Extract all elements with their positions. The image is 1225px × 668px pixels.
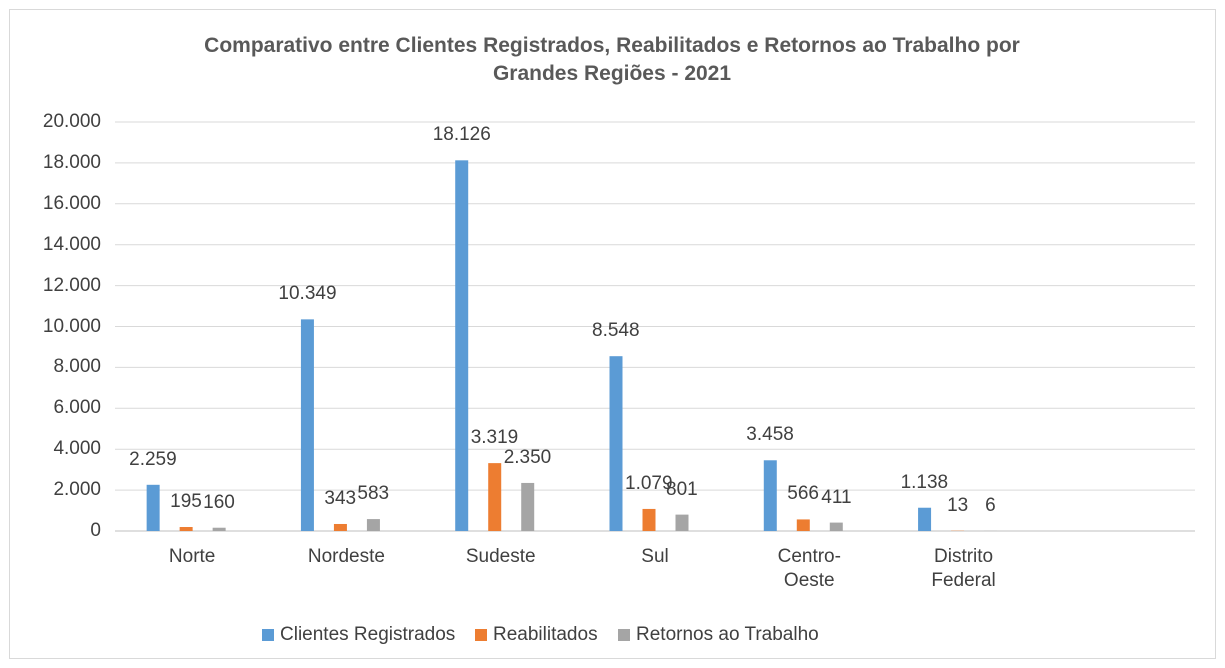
bar	[675, 514, 689, 531]
data-label: 411	[821, 486, 852, 508]
data-label: 801	[666, 478, 698, 500]
data-label: 566	[787, 483, 819, 505]
data-label: 2.350	[503, 446, 552, 468]
bar	[212, 527, 226, 531]
bar	[796, 519, 810, 531]
data-label: 6	[985, 494, 996, 516]
y-tick-label: 4.000	[53, 438, 101, 460]
bar	[146, 484, 160, 531]
x-tick-label: Sul	[641, 546, 669, 567]
bar	[521, 482, 535, 531]
legend-item: Clientes Registrados	[262, 624, 455, 646]
data-label: 343	[324, 487, 357, 509]
legend-swatch	[475, 629, 487, 641]
bar	[488, 463, 502, 531]
data-label: 18.126	[432, 124, 491, 146]
bar	[763, 460, 777, 531]
data-label: 3.319	[470, 427, 519, 449]
data-label: 3.458	[746, 424, 794, 446]
data-label: 2.259	[129, 448, 177, 470]
legend-item: Retornos ao Trabalho	[618, 624, 819, 646]
data-label: 1.138	[900, 471, 949, 493]
data-label: 13	[947, 494, 969, 516]
bar	[642, 508, 656, 531]
bar	[609, 356, 623, 531]
y-tick-label: 2.000	[53, 479, 101, 501]
data-label: 10.349	[278, 283, 337, 305]
y-tick-label: 20.000	[42, 111, 101, 132]
data-label: 8.548	[592, 320, 640, 342]
x-tick-label: Centro-Oeste	[777, 546, 841, 591]
data-label: 583	[357, 483, 390, 505]
bar	[179, 527, 193, 531]
bar	[333, 523, 347, 531]
y-tick-label: 16.000	[42, 192, 101, 214]
bar	[455, 160, 469, 531]
y-tick-label: 12.000	[42, 274, 101, 296]
y-tick-label: 6.000	[53, 397, 101, 419]
y-tick-label: 0	[90, 520, 101, 541]
x-tick-label: Sudeste	[465, 546, 536, 567]
y-tick-label: 14.000	[42, 233, 101, 255]
x-tick-label: Norte	[168, 546, 216, 567]
bar	[366, 519, 380, 531]
y-tick-label: 10.000	[42, 315, 101, 337]
legend-swatch	[618, 629, 630, 641]
chart-frame	[9, 9, 1216, 659]
legend-label: Reabilitados	[493, 624, 598, 645]
chart-title: Comparativo entre Clientes Registrados, …	[204, 34, 1020, 85]
data-label: 195	[170, 491, 202, 512]
data-label: 1.079	[625, 472, 673, 494]
bar	[300, 319, 314, 531]
legend-item: Reabilitados	[475, 624, 598, 646]
legend-label: Retornos ao Trabalho	[636, 624, 819, 645]
y-tick-label: 18.000	[42, 151, 101, 173]
x-tick-label: Distrito Federal	[931, 546, 996, 591]
data-label: 160	[203, 491, 235, 513]
y-tick-label: 8.000	[53, 356, 101, 378]
legend-label: Clientes Registrados	[280, 624, 456, 645]
x-tick-label: Nordeste	[307, 546, 385, 567]
legend-swatch	[262, 629, 274, 641]
bar	[829, 522, 843, 531]
bar	[918, 507, 932, 531]
